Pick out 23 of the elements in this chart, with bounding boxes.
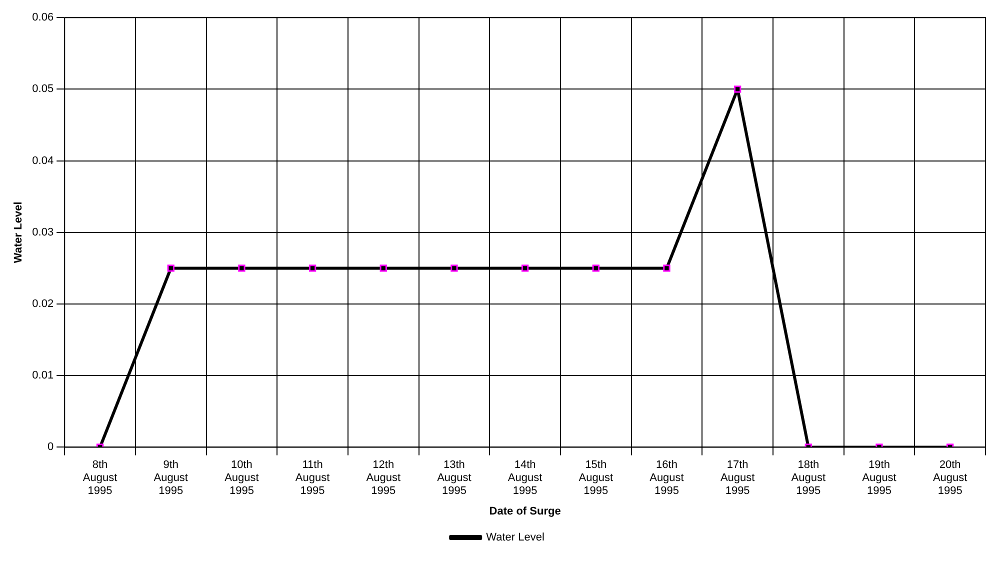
y-tick-label: 0.04 [32, 154, 54, 167]
y-tick-label: 0.05 [32, 83, 54, 96]
x-tick-label: 13th August 1995 [437, 458, 472, 498]
y-axis-title: Water Level [12, 202, 25, 264]
x-tick-label: 16th August 1995 [650, 458, 684, 498]
y-tick-label: 0.06 [32, 12, 54, 24]
x-tick-label: 9th August 1995 [154, 458, 188, 498]
x-tick-label: 14th August 1995 [508, 458, 542, 498]
x-tick-label: 19th August 1995 [862, 458, 896, 498]
y-tick-label: 0.01 [32, 370, 54, 382]
x-tick-label: 17th August 1995 [720, 458, 755, 498]
x-tick-label: 18th August 1995 [791, 458, 826, 498]
y-tick-label: 0.02 [32, 298, 54, 310]
x-axis-title: Date of Surge [489, 505, 561, 518]
x-tick-label: 15th August 1995 [578, 458, 614, 498]
x-tick-label: 11th August 1995 [295, 458, 330, 498]
y-tick-label: 0 [47, 441, 54, 454]
x-tick-label: 10th August 1995 [224, 458, 259, 498]
legend-label: Water Level [486, 532, 544, 544]
x-tick-label: 12th August 1995 [366, 458, 401, 498]
x-tick-label: 20th August 1995 [932, 458, 968, 498]
x-tick-label: 8th August 1995 [82, 458, 118, 498]
y-tick-label: 0.03 [32, 226, 54, 238]
